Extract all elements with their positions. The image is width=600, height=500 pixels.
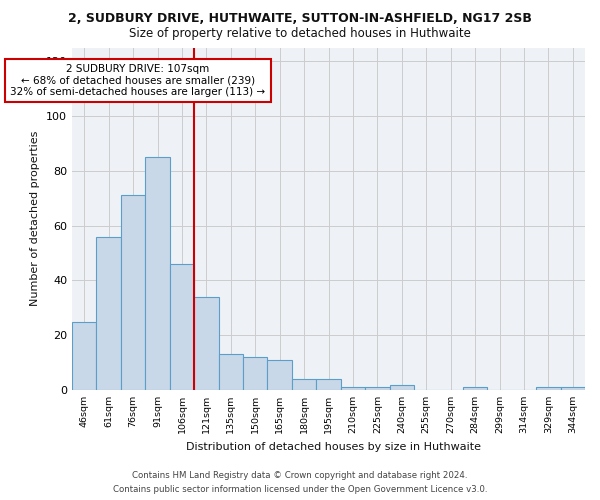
Text: 2, SUDBURY DRIVE, HUTHWAITE, SUTTON-IN-ASHFIELD, NG17 2SB: 2, SUDBURY DRIVE, HUTHWAITE, SUTTON-IN-A… bbox=[68, 12, 532, 26]
Text: 2 SUDBURY DRIVE: 107sqm
← 68% of detached houses are smaller (239)
32% of semi-d: 2 SUDBURY DRIVE: 107sqm ← 68% of detache… bbox=[10, 64, 266, 97]
Bar bbox=[243, 357, 268, 390]
Bar bbox=[292, 379, 316, 390]
Bar bbox=[463, 388, 487, 390]
Text: Size of property relative to detached houses in Huthwaite: Size of property relative to detached ho… bbox=[129, 28, 471, 40]
Bar bbox=[218, 354, 243, 390]
Bar bbox=[389, 384, 414, 390]
Bar bbox=[268, 360, 292, 390]
Bar bbox=[316, 379, 341, 390]
Bar bbox=[121, 196, 145, 390]
Bar bbox=[72, 322, 97, 390]
Bar bbox=[97, 236, 121, 390]
Y-axis label: Number of detached properties: Number of detached properties bbox=[31, 131, 40, 306]
Bar bbox=[560, 388, 585, 390]
Bar bbox=[170, 264, 194, 390]
Bar bbox=[536, 388, 560, 390]
Bar bbox=[365, 388, 389, 390]
Text: Contains HM Land Registry data © Crown copyright and database right 2024.
Contai: Contains HM Land Registry data © Crown c… bbox=[113, 472, 487, 494]
Bar bbox=[341, 388, 365, 390]
Bar bbox=[194, 297, 218, 390]
Text: Distribution of detached houses by size in Huthwaite: Distribution of detached houses by size … bbox=[185, 442, 481, 452]
Bar bbox=[145, 157, 170, 390]
